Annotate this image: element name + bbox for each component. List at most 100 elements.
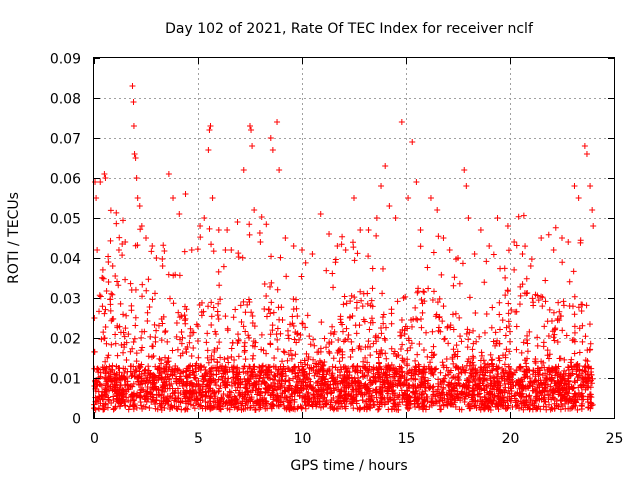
data-point xyxy=(533,393,540,400)
data-point xyxy=(304,312,311,319)
data-point xyxy=(332,364,339,371)
data-point xyxy=(316,369,323,376)
data-point xyxy=(430,343,437,350)
data-point xyxy=(366,390,373,397)
data-point xyxy=(323,344,330,351)
data-point xyxy=(477,357,484,364)
data-point xyxy=(120,311,127,318)
data-point xyxy=(538,293,545,300)
data-point xyxy=(483,311,490,318)
data-point xyxy=(237,400,244,407)
data-point xyxy=(516,364,523,371)
data-point xyxy=(373,215,380,221)
data-point xyxy=(164,338,171,345)
data-point xyxy=(455,373,462,380)
data-point xyxy=(392,215,399,221)
data-point xyxy=(114,396,121,403)
data-point xyxy=(294,330,301,337)
data-point xyxy=(470,327,477,334)
data-point xyxy=(264,405,271,412)
data-point xyxy=(568,405,575,412)
data-point xyxy=(215,227,222,233)
data-point xyxy=(240,323,247,330)
data-point xyxy=(306,370,313,377)
data-point xyxy=(277,330,284,337)
data-point xyxy=(380,320,387,327)
data-point xyxy=(159,263,166,269)
data-point xyxy=(185,400,192,407)
data-point xyxy=(575,304,582,311)
data-point xyxy=(212,328,219,335)
data-point xyxy=(311,372,318,379)
data-point xyxy=(355,345,362,352)
data-point xyxy=(93,195,100,201)
data-point xyxy=(561,356,568,363)
data-point xyxy=(214,404,221,411)
data-point xyxy=(434,207,441,213)
data-point xyxy=(570,268,577,275)
data-point xyxy=(375,354,382,361)
data-point xyxy=(124,382,131,389)
data-point xyxy=(134,390,141,397)
data-point xyxy=(521,397,528,404)
data-point xyxy=(166,376,173,383)
data-point xyxy=(198,299,205,306)
data-point xyxy=(234,331,241,338)
data-point xyxy=(571,293,578,300)
data-point xyxy=(274,336,281,343)
data-point xyxy=(401,395,408,402)
data-point xyxy=(119,252,126,259)
data-point xyxy=(398,119,405,125)
data-point xyxy=(329,374,336,381)
data-point xyxy=(317,345,324,352)
data-point xyxy=(456,406,463,413)
data-point xyxy=(188,247,195,253)
data-point xyxy=(450,384,457,391)
data-point xyxy=(207,394,214,401)
data-point xyxy=(257,404,264,411)
data-point xyxy=(469,366,476,373)
data-point xyxy=(538,380,545,387)
data-point xyxy=(230,314,237,321)
data-point xyxy=(97,400,104,407)
data-point xyxy=(166,295,173,302)
data-point xyxy=(438,390,445,397)
data-point xyxy=(190,344,197,351)
data-point xyxy=(479,369,486,376)
data-point xyxy=(233,396,240,403)
data-point xyxy=(579,367,586,374)
data-point xyxy=(142,367,149,374)
data-point xyxy=(429,328,436,335)
data-point xyxy=(292,351,299,358)
data-point xyxy=(323,398,330,405)
data-point xyxy=(543,406,550,413)
data-point xyxy=(158,356,165,363)
data-point xyxy=(461,167,468,173)
data-point xyxy=(106,363,113,370)
data-point xyxy=(163,361,170,368)
data-point xyxy=(271,383,278,390)
data-point xyxy=(303,350,310,357)
data-point xyxy=(571,338,578,345)
data-point xyxy=(473,338,480,345)
data-point xyxy=(176,373,183,380)
data-point xyxy=(214,345,221,352)
data-point xyxy=(182,315,189,322)
data-point xyxy=(152,338,159,345)
data-point xyxy=(310,367,317,374)
data-point xyxy=(269,327,276,334)
data-point xyxy=(470,354,477,361)
data-point xyxy=(245,334,252,341)
data-point xyxy=(539,303,546,310)
data-point xyxy=(153,327,160,334)
data-point xyxy=(265,374,272,381)
data-point xyxy=(354,383,361,390)
data-point xyxy=(208,402,215,409)
data-point xyxy=(463,183,470,189)
data-point xyxy=(555,388,562,395)
data-point xyxy=(487,382,494,389)
data-point xyxy=(553,397,560,404)
data-point xyxy=(300,365,307,372)
data-point xyxy=(487,351,494,358)
